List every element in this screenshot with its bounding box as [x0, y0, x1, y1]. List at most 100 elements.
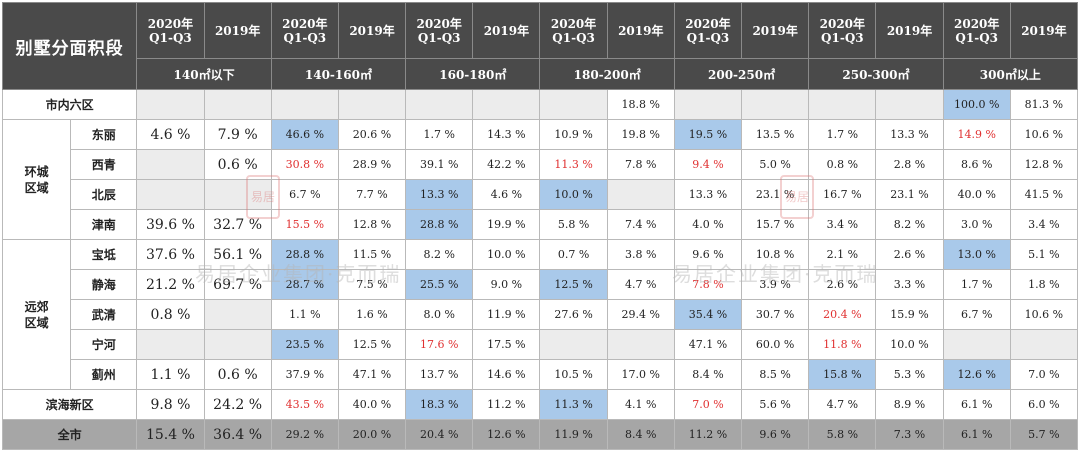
table-cell: 13.3 %: [673, 179, 743, 210]
table-cell: 4.6 %: [136, 119, 205, 150]
table-row: 津南 39.6 % 32.7 % 15.5 % 12.8 % 28.8 % 19.9 % 5.…: [3, 209, 1079, 240]
table-cell: [203, 299, 272, 330]
table-cell: 1.6 %: [337, 299, 407, 330]
table-row: 环城 区域 东丽 4.6 % 7.9 % 46.6 % 20.6 % 1.7 % 14.3 %…: [1, 119, 1079, 240]
table-cell: 12.5 %: [337, 329, 407, 360]
table-cell: 0.8 %: [136, 299, 205, 330]
table-cell: 4.1 %: [606, 389, 675, 420]
table-cell: 16.7 %: [808, 179, 877, 210]
table-title: 别墅分面积段: [1, 2, 138, 90]
table-cell: 11.2 %: [472, 389, 541, 420]
table-cell: 1.7 %: [808, 119, 877, 150]
table-cell: 20.0 %: [337, 419, 407, 450]
table-row: 宁河 23.5 % 12.5 % 17.6 % 17.5 % 47.1 % 60.0 % 11…: [3, 329, 1079, 360]
district-label: 市内六区: [1, 89, 138, 120]
table-cell: 4.0 %: [673, 209, 743, 240]
table-cell: 11.2 %: [673, 419, 743, 450]
table-cell: 3.9 %: [741, 269, 810, 300]
table-cell: 30.8 %: [270, 149, 339, 180]
table-cell: 9.8 %: [136, 389, 205, 420]
table-cell: 6.1 %: [942, 389, 1011, 420]
table-cell: 30.7 %: [741, 299, 810, 330]
district-label: 宁河: [70, 329, 138, 360]
table-cell: 23.5 %: [270, 329, 339, 360]
table-cell: 9.0 %: [472, 269, 541, 300]
district-label: 静海: [70, 269, 138, 300]
header-range: 250-300㎡: [808, 58, 944, 90]
table-cell: 47.1 %: [337, 359, 407, 390]
district-label: 滨海新区: [1, 389, 138, 420]
table-cell: 0.8 %: [808, 149, 877, 180]
table-cell: 15.9 %: [875, 299, 944, 330]
table-cell: [875, 89, 944, 120]
header-year-2019: 2019年: [472, 2, 541, 59]
table-cell: 3.4 %: [808, 209, 877, 240]
table-cell: 81.3 %: [1009, 89, 1079, 120]
header-year-q3: 2020年 Q1-Q3: [405, 2, 474, 59]
table-cell: 12.8 %: [1009, 149, 1079, 180]
table-cell: 14.6 %: [472, 359, 541, 390]
header-range: 200-250㎡: [673, 58, 810, 90]
table-cell: 8.6 %: [942, 149, 1011, 180]
header-year-q3: 2020年 Q1-Q3: [808, 2, 877, 59]
table-cell: [405, 89, 474, 120]
table-cell: 5.1 %: [1009, 239, 1079, 270]
table-cell: 100.0 %: [942, 89, 1011, 120]
table-cell: 42.2 %: [472, 149, 541, 180]
table-cell: 8.4 %: [673, 359, 743, 390]
table-cell: 20.4 %: [405, 419, 474, 450]
table-cell: 12.5 %: [539, 269, 608, 300]
header-range: 300㎡以上: [942, 58, 1079, 90]
table-cell: 12.8 %: [337, 209, 407, 240]
table-cell: 10.6 %: [1009, 299, 1079, 330]
header-range-row: 140㎡以下 140-160㎡ 160-180㎡ 180-200㎡ 200-250㎡ 25…: [3, 58, 1079, 90]
table-cell: 56.1 %: [203, 239, 272, 270]
region-label-huancheng: 环城 区域: [1, 119, 72, 240]
table-cell: [472, 89, 541, 120]
table-cell: [337, 89, 407, 120]
table-cell: 15.7 %: [741, 209, 810, 240]
total-row: 全市 15.4 % 36.4 % 29.2 % 20.0 % 20.4 % 12.6 % 11…: [1, 419, 1079, 450]
table-cell: 69.7 %: [203, 269, 272, 300]
table-cell: 32.7 %: [203, 209, 272, 240]
table-cell: 11.3 %: [539, 149, 608, 180]
table-cell: 11.9 %: [539, 419, 608, 450]
table-cell: 8.2 %: [405, 239, 474, 270]
table-cell: 6.7 %: [270, 179, 339, 210]
table-cell: 10.6 %: [1009, 119, 1079, 150]
header-year-2019: 2019年: [203, 2, 272, 59]
table-cell: 13.5 %: [741, 119, 810, 150]
table-cell: [606, 329, 675, 360]
table-cell: 6.7 %: [942, 299, 1011, 330]
table-cell: 3.0 %: [942, 209, 1011, 240]
header-year-q3: 2020年 Q1-Q3: [539, 2, 608, 59]
table-cell: 3.8 %: [606, 239, 675, 270]
table-cell: 17.6 %: [405, 329, 474, 360]
table-cell: 39.1 %: [405, 149, 474, 180]
table-cell: 20.4 %: [808, 299, 877, 330]
district-label: 北辰: [70, 179, 138, 210]
table-row: 滨海新区 9.8 % 24.2 % 43.5 % 40.0 % 18.3 % 11.2 % 1…: [1, 389, 1079, 420]
table-cell: 1.1 %: [136, 359, 205, 390]
district-label: 东丽: [70, 119, 138, 150]
table-cell: [741, 89, 810, 120]
table-cell: 18.8 %: [606, 89, 675, 120]
table-cell: [203, 179, 272, 210]
table-row: 远郊 区域 宝坻 37.6 % 56.1 % 28.8 % 11.5 % 8.2 % 10.0…: [1, 239, 1079, 390]
table-cell: 0.6 %: [203, 149, 272, 180]
table-cell: 28.9 %: [337, 149, 407, 180]
table-cell: 7.4 %: [606, 209, 675, 240]
table-cell: 29.2 %: [270, 419, 339, 450]
header-year-q3: 2020年 Q1-Q3: [270, 2, 339, 59]
header-range: 140-160㎡: [270, 58, 407, 90]
table-cell: 10.9 %: [539, 119, 608, 150]
table-cell: 5.3 %: [875, 359, 944, 390]
header-year-row: 别墅分面积段 2020年 Q1-Q3 2019年 2020年 Q1-Q3 2019年 20…: [1, 2, 1079, 90]
district-label: 西青: [70, 149, 138, 180]
table-cell: 8.0 %: [405, 299, 474, 330]
table-row: 市内六区 18.8 % 100.0 % 81.3 %: [1, 89, 1079, 120]
table-cell: 14.3 %: [472, 119, 541, 150]
header-year-2019: 2019年: [875, 2, 944, 59]
table-cell: [270, 89, 339, 120]
table-cell: [942, 329, 1011, 360]
